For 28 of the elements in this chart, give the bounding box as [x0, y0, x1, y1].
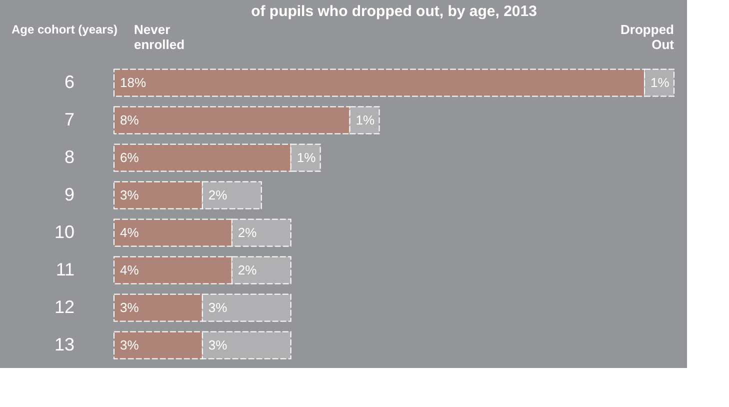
data-label: 6%: [120, 150, 140, 165]
y-tick-label: 8: [64, 146, 74, 167]
data-label: 3%: [208, 337, 228, 352]
data-label: 2%: [208, 187, 228, 202]
data-label: 3%: [208, 300, 228, 315]
data-label: 2%: [238, 262, 258, 278]
data-label: 2%: [238, 224, 258, 240]
y-axis-title: Age cohort (years): [11, 22, 118, 36]
series-label: Never enrolled: [134, 22, 185, 52]
data-label: 1%: [650, 74, 670, 90]
series-label: Dropped Out: [620, 22, 675, 52]
data-label: 4%: [120, 224, 140, 240]
data-label: 1%: [356, 112, 376, 128]
y-tick-label: 10: [54, 222, 74, 242]
y-tick-label: 7: [64, 109, 74, 130]
data-label: 3%: [120, 337, 140, 352]
data-label: 8%: [120, 112, 140, 128]
y-tick-label: 13: [54, 334, 74, 354]
data-label: 3%: [120, 187, 140, 202]
data-label: 18%: [120, 74, 146, 90]
data-label: 1%: [296, 150, 316, 165]
y-tick-label: 9: [64, 184, 74, 204]
y-tick-label: 6: [64, 72, 74, 92]
y-tick-label: 11: [56, 259, 74, 280]
y-tick-label: 12: [54, 296, 74, 317]
data-label: 4%: [120, 262, 140, 278]
chart-title: of pupils who dropped out, by age, 2013: [251, 3, 537, 20]
data-label: 3%: [120, 300, 140, 315]
